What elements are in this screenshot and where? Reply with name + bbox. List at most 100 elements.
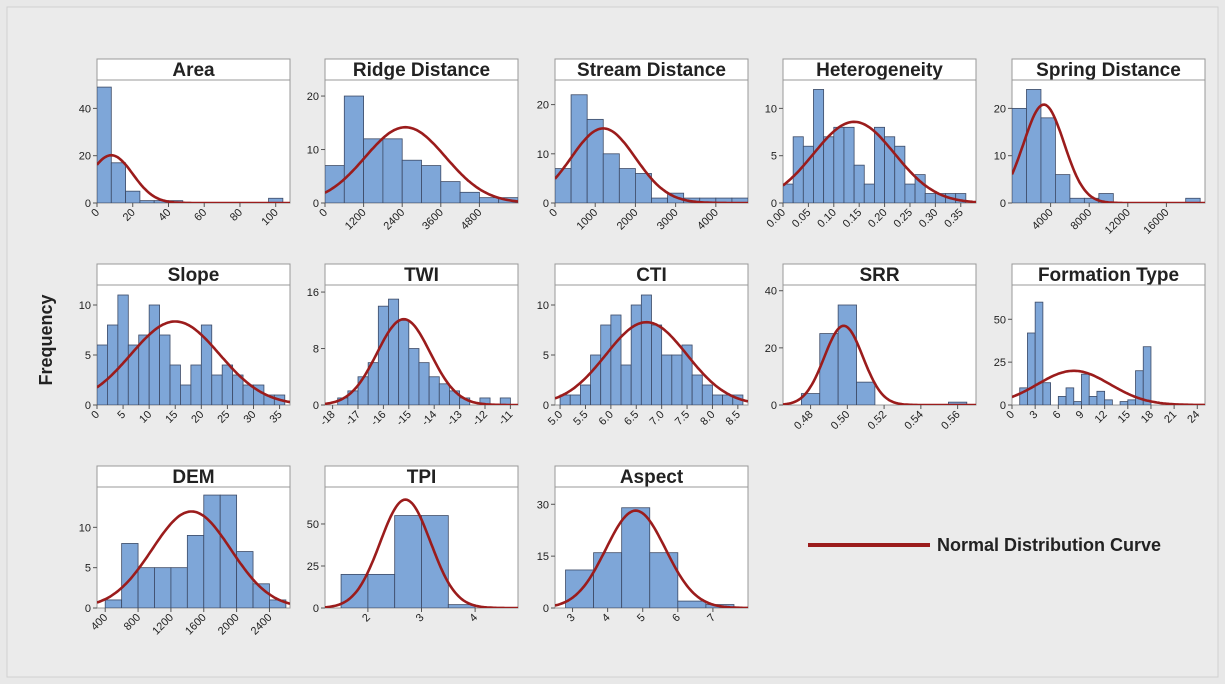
- bar: [382, 138, 403, 203]
- y-tick-label: 0: [313, 198, 319, 210]
- y-tick-label: 40: [79, 103, 91, 115]
- bar: [159, 334, 171, 405]
- bar: [651, 197, 668, 203]
- bar: [117, 294, 129, 405]
- bar: [579, 384, 591, 405]
- bar: [610, 314, 622, 405]
- bar: [621, 507, 651, 608]
- y-tick-label: 50: [994, 314, 1006, 326]
- panel-title: Ridge Distance: [353, 60, 490, 81]
- bar: [731, 197, 748, 203]
- bar: [649, 552, 679, 608]
- bar: [1042, 382, 1052, 405]
- bar: [1096, 390, 1106, 405]
- bar: [1119, 401, 1129, 405]
- y-tick-label: 0: [543, 603, 549, 615]
- bar: [1057, 396, 1067, 405]
- legend-label: Normal Distribution Curve: [937, 535, 1161, 555]
- bar: [712, 394, 724, 405]
- bar: [701, 384, 713, 405]
- bar: [388, 298, 400, 405]
- bar: [570, 94, 588, 203]
- bar: [148, 304, 160, 405]
- normal-curve: [1012, 369, 1205, 405]
- bar: [367, 573, 396, 608]
- bar: [555, 168, 572, 203]
- bar: [630, 304, 642, 405]
- y-tick-label: 40: [765, 286, 777, 298]
- bar: [661, 354, 673, 405]
- y-tick-label: 8: [313, 344, 319, 356]
- panel-title: Slope: [168, 265, 220, 286]
- bar: [1104, 399, 1113, 405]
- bar: [478, 197, 500, 203]
- bar: [154, 567, 172, 608]
- normal-curve: [1012, 103, 1205, 203]
- normal-curve: [555, 127, 748, 203]
- bar: [620, 364, 632, 405]
- bar: [190, 364, 202, 405]
- normal-curve: [555, 320, 748, 403]
- normal-curve: [325, 317, 518, 405]
- bar: [618, 168, 636, 203]
- bar: [121, 543, 139, 608]
- y-tick-label: 10: [537, 149, 549, 161]
- y-tick-label: 0: [85, 198, 91, 210]
- bar: [691, 374, 703, 405]
- bar: [1055, 174, 1071, 203]
- y-tick-label: 20: [307, 91, 319, 103]
- panel-title: Heterogeneity: [816, 60, 943, 81]
- panel-title: Stream Distance: [577, 60, 726, 81]
- bar: [853, 164, 865, 203]
- normal-curve: [97, 320, 290, 404]
- bar: [569, 394, 581, 405]
- bar: [211, 374, 223, 405]
- y-tick-label: 10: [765, 103, 777, 115]
- bar: [1073, 401, 1082, 405]
- bar: [107, 324, 119, 405]
- panel-title: TWI: [404, 265, 439, 286]
- bar: [914, 174, 926, 203]
- bar: [600, 324, 612, 405]
- y-tick-label: 0: [771, 198, 777, 210]
- bar: [593, 552, 623, 608]
- y-tick-label: 5: [771, 151, 777, 163]
- bar: [221, 364, 234, 405]
- normal-curve: [97, 153, 290, 203]
- y-tick-label: 0: [313, 400, 319, 412]
- bar: [169, 364, 181, 405]
- panel-title: DEM: [172, 467, 214, 488]
- bar: [602, 153, 620, 203]
- y-tick-label: 0: [313, 603, 319, 615]
- y-tick-label: 15: [537, 551, 549, 563]
- bar: [343, 95, 364, 203]
- y-tick-label: 0: [1000, 400, 1006, 412]
- bar: [219, 494, 238, 608]
- normal-curve: [97, 510, 290, 606]
- panel-title: Formation Type: [1038, 265, 1179, 286]
- y-tick-label: 20: [79, 151, 91, 163]
- y-tick-label: 25: [307, 561, 319, 573]
- bar: [459, 191, 480, 203]
- bar: [635, 173, 652, 203]
- bar: [97, 86, 112, 203]
- bar: [242, 384, 254, 405]
- y-axis-label: Frequency: [36, 294, 56, 385]
- bar: [904, 183, 916, 203]
- bar: [671, 354, 683, 405]
- y-tick-label: 0: [1000, 198, 1006, 210]
- y-tick-label: 10: [537, 300, 549, 312]
- panel-title: TPI: [407, 467, 437, 488]
- bar: [651, 324, 663, 405]
- bar: [640, 294, 652, 405]
- bar: [565, 569, 595, 608]
- y-tick-label: 0: [771, 400, 777, 412]
- y-tick-label: 5: [543, 350, 549, 362]
- normal-curve: [783, 324, 976, 405]
- bar: [139, 200, 155, 203]
- bar: [833, 126, 845, 203]
- bar: [377, 305, 389, 405]
- bar: [440, 181, 461, 203]
- y-tick-label: 0: [543, 198, 549, 210]
- y-tick-label: 16: [307, 287, 319, 299]
